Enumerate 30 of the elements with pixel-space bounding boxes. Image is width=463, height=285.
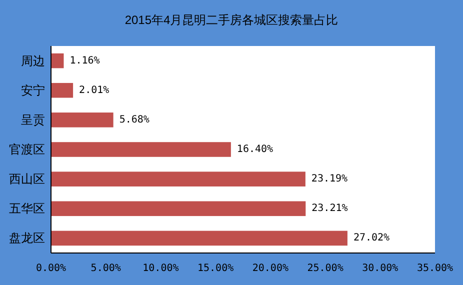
data-label: 1.16% [70, 55, 100, 66]
y-tick-label: 西山区 [9, 172, 45, 186]
y-tick-label: 周边 [21, 54, 45, 68]
bar [51, 53, 64, 68]
x-tick-label: 10.00% [142, 263, 179, 274]
data-label: 5.68% [119, 114, 150, 126]
data-label: 23.19% [311, 174, 348, 185]
bar [51, 142, 231, 157]
x-tick-label: 30.00% [362, 263, 398, 274]
x-tick-label: 20.00% [252, 263, 288, 274]
bar [51, 112, 114, 128]
bar [51, 201, 306, 216]
x-tick-label: 5.00% [90, 263, 121, 274]
x-tick-label: 15.00% [198, 263, 234, 274]
x-tick-label: 25.00% [307, 263, 344, 274]
data-label: 23.21% [312, 203, 348, 214]
y-tick-label: 五华区 [9, 202, 45, 216]
data-label: 27.02% [353, 232, 390, 244]
y-tick-label: 呈贡 [21, 112, 45, 127]
data-label: 2.01% [79, 84, 110, 96]
bar [51, 82, 74, 98]
chart-title: 2015年4月昆明二手房各城区搜索量占比 [124, 13, 338, 27]
bar [51, 172, 306, 186]
data-label: 16.40% [236, 144, 274, 155]
bar [51, 230, 348, 246]
x-tick-label: 0.00% [36, 263, 66, 274]
x-tick-label: 35.00% [416, 263, 454, 274]
y-tick-label: 官渡区 [9, 142, 45, 156]
y-tick-label: 盘龙区 [9, 231, 45, 246]
y-tick-label: 安宁 [21, 83, 45, 98]
